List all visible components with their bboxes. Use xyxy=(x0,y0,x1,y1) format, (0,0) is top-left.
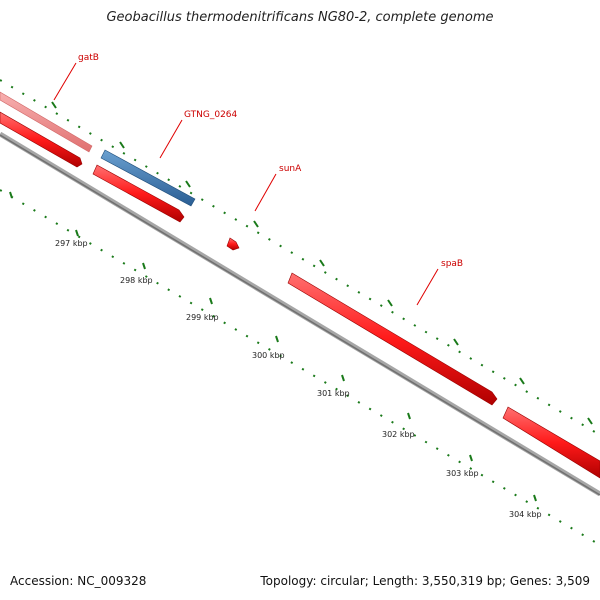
gene-gatB-faded[interactable] xyxy=(0,91,93,153)
gene-spaB[interactable] xyxy=(287,272,498,406)
gene-GTNG_0264[interactable] xyxy=(100,149,196,207)
kbp-label: 298 kbp xyxy=(120,276,153,285)
kbp-label: 302 kbp xyxy=(382,430,415,439)
genome-title: Geobacillus thermodenitrificans NG80-2, … xyxy=(106,10,494,25)
genome-summary-text: Topology: circular; Length: 3,550,319 bp… xyxy=(260,574,590,588)
outer-major-ticks xyxy=(51,101,593,425)
genome-backbone xyxy=(0,131,600,497)
gene-sunA[interactable] xyxy=(226,237,240,251)
gene-labels: gatB GTNG_0264 sunA spaB xyxy=(78,53,463,269)
inner-major-ticks xyxy=(9,191,537,502)
gene-label-gatB[interactable]: gatB xyxy=(78,53,99,63)
gene-label-lines xyxy=(53,62,439,306)
kbp-label: 299 kbp xyxy=(186,313,219,322)
gene-forward-red[interactable] xyxy=(92,164,185,223)
outer-tick-track xyxy=(0,79,600,436)
gene-label-spaB[interactable]: spaB xyxy=(441,259,463,269)
kbp-label: 301 kbp xyxy=(317,389,350,398)
gene-label-sunA[interactable]: sunA xyxy=(279,164,302,174)
kbp-label: 304 kbp xyxy=(509,510,542,519)
inner-tick-track xyxy=(0,189,600,546)
gene-offscreen[interactable] xyxy=(502,406,600,479)
kbp-label: 300 kbp xyxy=(252,351,285,360)
kbp-label: 303 kbp xyxy=(446,469,479,478)
kbp-scale-labels: 297 kbp 298 kbp 299 kbp 300 kbp 301 kbp … xyxy=(55,239,542,519)
kbp-label: 297 kbp xyxy=(55,239,88,248)
gene-label-GTNG_0264[interactable]: GTNG_0264 xyxy=(184,110,238,120)
gene-gatB[interactable] xyxy=(0,111,83,168)
accession-text: Accession: NC_009328 xyxy=(10,574,147,588)
